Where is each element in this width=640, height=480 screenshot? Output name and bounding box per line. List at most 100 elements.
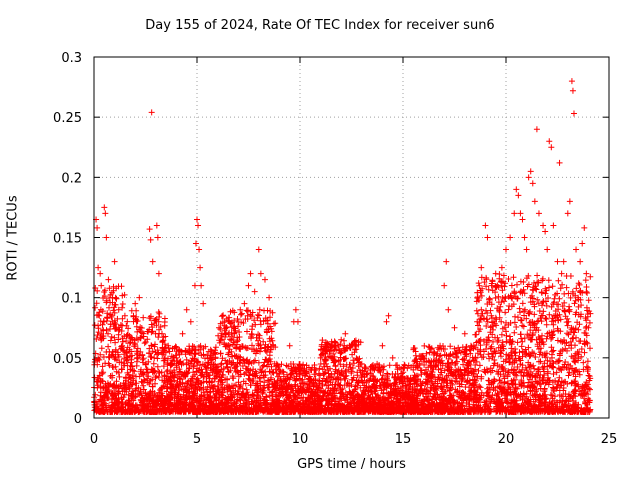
data-point — [569, 87, 576, 94]
plot-frame — [93, 56, 610, 419]
data-point — [187, 318, 194, 325]
data-point — [379, 342, 386, 349]
data-point — [266, 294, 273, 301]
data-point — [437, 342, 444, 349]
y-tick-label: 0.2 — [61, 171, 82, 186]
data-point — [513, 186, 520, 193]
data-point — [544, 246, 551, 253]
data-point — [247, 270, 254, 277]
y-tick-label: 0 — [74, 412, 82, 427]
data-point — [196, 246, 203, 253]
data-point — [94, 224, 101, 231]
data-point — [420, 354, 427, 361]
data-point — [548, 144, 555, 151]
data-point — [237, 306, 244, 313]
data-point — [503, 246, 509, 253]
data-point — [192, 240, 199, 247]
data-point — [103, 234, 110, 241]
data-point — [519, 216, 526, 223]
data-point — [410, 366, 417, 373]
data-point — [511, 210, 518, 217]
data-point — [369, 372, 376, 379]
x-tick-label: 20 — [498, 432, 515, 447]
data-point — [525, 174, 532, 181]
data-point — [535, 210, 542, 217]
data-point — [383, 318, 390, 325]
data-point — [98, 282, 105, 289]
data-point — [115, 306, 122, 313]
data-point — [101, 204, 108, 211]
x-tick-label: 10 — [292, 432, 309, 447]
x-tick-labels: 0 5 10 15 20 25 — [90, 432, 617, 447]
data-point — [147, 236, 154, 243]
data-point — [467, 342, 474, 349]
data-point — [533, 126, 540, 133]
data-point — [579, 240, 586, 247]
data-point — [179, 330, 186, 337]
data-point — [307, 366, 314, 373]
data-point — [197, 264, 204, 271]
data-point — [492, 270, 499, 277]
data-point — [154, 234, 161, 241]
data-point — [292, 306, 299, 313]
data-point — [540, 222, 547, 229]
x-tick-label: 5 — [193, 432, 201, 447]
data-point — [358, 360, 365, 367]
data-point — [132, 300, 139, 307]
y-tick-label: 0.25 — [53, 111, 82, 126]
data-point — [385, 312, 392, 319]
dense-band-segment — [122, 307, 170, 415]
dense-band-segment — [472, 271, 594, 415]
data-point — [441, 282, 448, 289]
data-point — [200, 300, 207, 307]
data-point — [342, 330, 349, 337]
data-point — [573, 246, 580, 253]
data-point — [261, 276, 268, 283]
data-point — [109, 294, 116, 301]
data-point — [195, 222, 202, 229]
data-point — [488, 282, 495, 289]
data-point — [102, 210, 109, 217]
data-point — [570, 110, 577, 117]
data-point — [241, 300, 248, 307]
data-point — [245, 282, 252, 289]
dense-band-segment — [272, 360, 324, 415]
data-point — [270, 342, 277, 349]
data-point — [165, 342, 172, 349]
data-point — [194, 216, 200, 223]
data-point — [443, 258, 450, 265]
data-point — [554, 258, 561, 265]
data-point — [191, 282, 198, 289]
data-point — [568, 78, 575, 85]
data-point — [97, 270, 104, 277]
data-point — [251, 288, 258, 295]
data-point — [218, 366, 225, 373]
data-point — [517, 210, 524, 217]
data-point — [121, 312, 128, 319]
x-tick-label: 25 — [601, 432, 618, 447]
data-point — [148, 109, 155, 116]
data-point — [531, 198, 538, 205]
dense-band-segment — [91, 283, 128, 415]
y-tick-label: 0.05 — [53, 352, 82, 367]
data-point — [346, 342, 353, 349]
chart-title: Day 155 of 2024, Rate Of TEC Index for r… — [145, 18, 495, 33]
dense-data-band — [91, 271, 594, 415]
data-point — [286, 342, 293, 349]
data-point — [153, 222, 160, 229]
data-point — [482, 222, 489, 229]
data-point — [507, 234, 514, 241]
data-point — [484, 234, 491, 241]
data-point — [327, 342, 334, 349]
y-axis-label: ROTI / TECUs — [5, 195, 21, 281]
data-point — [294, 318, 301, 325]
data-point — [478, 264, 485, 271]
data-point — [257, 270, 264, 277]
data-point — [111, 258, 118, 265]
data-point — [523, 246, 530, 253]
y-tick-labels: 0 0.05 0.1 0.15 0.2 0.25 0.3 — [53, 51, 82, 427]
data-point — [546, 138, 553, 145]
data-point — [430, 348, 437, 355]
data-point — [155, 270, 162, 277]
data-point — [317, 354, 324, 361]
